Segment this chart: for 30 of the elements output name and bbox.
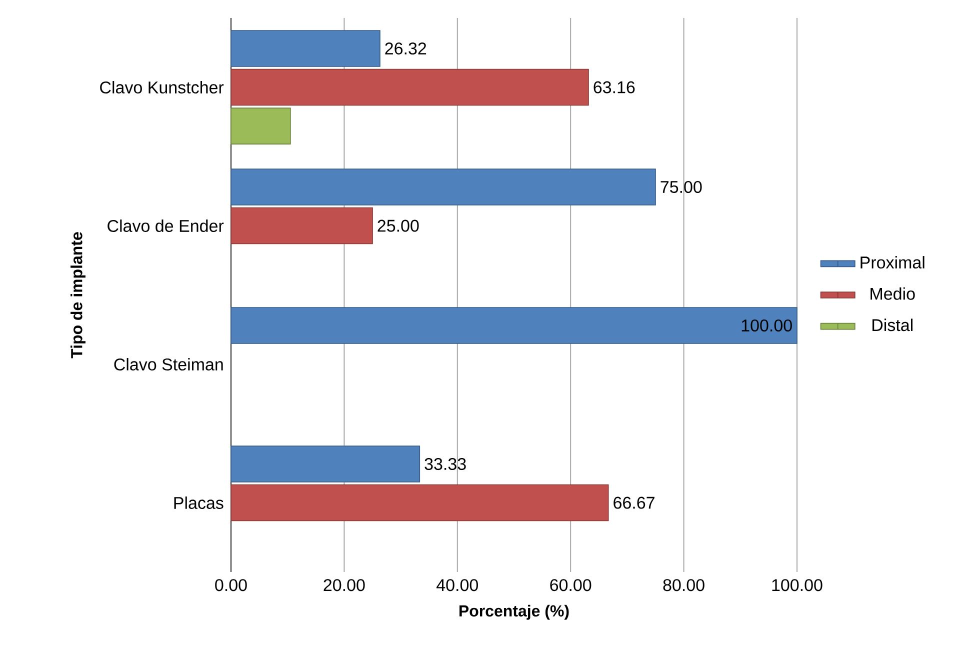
data-label: 33.33 xyxy=(424,458,466,470)
bar xyxy=(230,168,656,206)
bar xyxy=(230,484,609,522)
data-label: 100.00 xyxy=(742,319,792,332)
x-tick-label: 40.00 xyxy=(436,579,478,592)
y-axis-title: Tipo de implante xyxy=(70,232,86,358)
bar xyxy=(230,68,589,106)
y-tick-label: Clavo de Ender xyxy=(108,220,224,232)
x-tick-label: 100.00 xyxy=(772,579,822,592)
y-tick-label: Clavo Steiman xyxy=(114,358,223,370)
x-tick-label: 80.00 xyxy=(663,579,704,592)
legend-label: Medio xyxy=(870,287,915,300)
bar xyxy=(230,446,420,482)
bar xyxy=(230,307,798,344)
data-label: 66.67 xyxy=(614,496,654,509)
x-tick-label: 60.00 xyxy=(550,579,592,592)
legend-label: Distal xyxy=(872,318,912,332)
bar xyxy=(230,207,373,244)
x-axis-title: Porcentaje (%) xyxy=(459,604,569,620)
y-tick-label: Clavo Kunstcher xyxy=(100,81,224,94)
x-tick-label: 0.00 xyxy=(215,579,247,592)
data-label: 75.00 xyxy=(660,180,702,193)
data-label: 63.16 xyxy=(594,81,635,94)
legend-label: Proximal xyxy=(860,256,924,269)
data-label: 25.00 xyxy=(378,220,419,232)
bar xyxy=(230,30,380,67)
y-tick-label: Placas xyxy=(174,496,224,509)
bar xyxy=(230,108,291,144)
data-label: 26.32 xyxy=(385,42,426,54)
x-tick-label: 20.00 xyxy=(324,579,365,592)
